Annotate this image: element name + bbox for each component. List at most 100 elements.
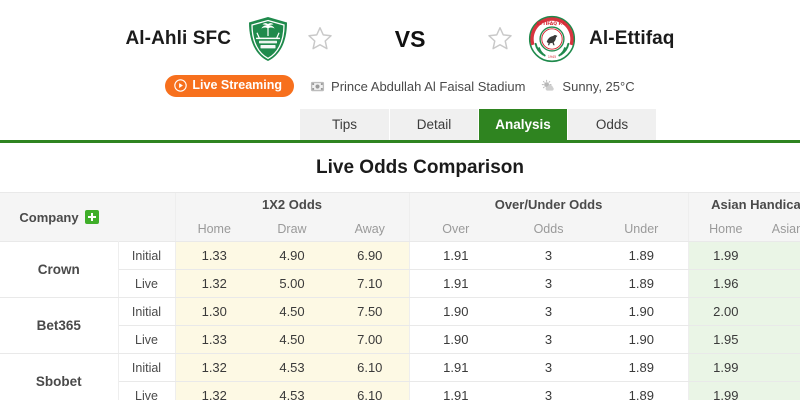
odds-over: 1.91 [408, 269, 503, 298]
period-header [118, 192, 175, 242]
tab-analysis[interactable]: Analysis [478, 109, 567, 140]
period-label: Initial [118, 297, 176, 326]
odds-ah-home: 1.95 [687, 325, 764, 354]
subheader-1x2-home: Home [174, 216, 253, 242]
add-company-icon[interactable] [84, 210, 99, 224]
table-row[interactable]: Crown Initial 1.33 4.90 6.90 1.91 3 1.89… [0, 241, 800, 298]
odds-under: 1.89 [595, 241, 689, 270]
odds-draw: 4.53 [253, 353, 331, 382]
odds-ou-line: 3 [502, 241, 596, 270]
subheader-1x2-draw: Draw [253, 216, 331, 242]
svg-text:1945: 1945 [548, 55, 556, 59]
table-row[interactable]: Live 1.32 4.53 6.10 1.91 3 1.89 1.99 1.5 [0, 381, 800, 400]
odds-under: 1.89 [595, 381, 689, 400]
tab-detail[interactable]: Detail [389, 109, 478, 140]
odds-away: 6.10 [331, 353, 410, 382]
odds-ah-line: 1.5 [763, 241, 800, 270]
sunny-cloud-icon [541, 79, 556, 94]
subheader-ah-line: Asian Handicap [763, 216, 800, 242]
star-outline-icon[interactable] [485, 24, 515, 54]
odds-under: 1.90 [595, 325, 689, 354]
vs-label: VS [394, 25, 426, 52]
star-outline-icon[interactable] [305, 24, 335, 54]
odds-over: 1.90 [408, 325, 503, 354]
odds-ou-line: 3 [502, 297, 596, 326]
odds-away: 6.10 [331, 381, 410, 400]
table-row[interactable]: Sbobet Initial 1.32 4.53 6.10 1.91 3 1.8… [0, 353, 800, 400]
sub-header-row: Home Draw Away Over Odds Under Home Asia… [0, 216, 800, 242]
odds-home: 1.32 [174, 353, 253, 382]
match-header: Al-Ahli SFC [0, 0, 800, 143]
odds-under: 1.89 [595, 269, 689, 298]
live-streaming-label: Live Streaming [192, 78, 283, 93]
odds-ah-line: 1.5 [763, 353, 800, 382]
odds-ah-home: 1.99 [687, 241, 764, 270]
teams-row: Al-Ahli SFC [0, 10, 800, 68]
stadium-icon [310, 79, 325, 94]
al-ahli-shield-logo [243, 13, 293, 65]
odds-ou-line: 3 [502, 269, 596, 298]
play-circle-icon [174, 79, 188, 92]
odds-away: 7.10 [331, 269, 410, 298]
odds-under: 1.89 [595, 353, 689, 382]
live-odds-comparison-table: Company 1X2 Odds Over/Under Odds Asian H… [0, 192, 800, 400]
al-ettifaq-crest-logo: ETTIFAQ F.C. 1945 [527, 13, 577, 65]
odds-over: 1.91 [408, 241, 503, 270]
subheader-ah-home: Home [687, 216, 764, 242]
away-team-name: Al-Ettifaq [589, 28, 675, 49]
tab-tips[interactable]: Tips [300, 109, 389, 140]
subheader-over: Over [408, 216, 503, 242]
odds-draw: 4.50 [253, 297, 331, 326]
table-row[interactable]: Live 1.33 4.50 7.00 1.90 3 1.90 1.95 1.5 [0, 325, 800, 354]
odds-over: 1.90 [408, 297, 503, 326]
odds-over: 1.91 [408, 353, 503, 382]
group-header-row: Company 1X2 Odds Over/Under Odds Asian H… [0, 192, 800, 242]
period-label: Initial [118, 353, 176, 382]
subheader-ou-odds: Odds [502, 216, 596, 242]
period-label: Live [118, 325, 176, 354]
subheader-1x2-away: Away [331, 216, 410, 242]
company-crown[interactable]: Crown [0, 241, 119, 298]
odds-home: 1.32 [174, 269, 253, 298]
company-header[interactable]: Company [0, 192, 118, 242]
odds-draw: 4.90 [253, 241, 331, 270]
stadium-info: Prince Abdullah Al Faisal Stadium [310, 79, 525, 94]
odds-draw: 4.53 [253, 381, 331, 400]
stadium-name: Prince Abdullah Al Faisal Stadium [331, 78, 526, 94]
odds-home: 1.30 [174, 297, 253, 326]
company-bet365[interactable]: Bet365 [0, 297, 119, 354]
odds-ou-line: 3 [502, 381, 596, 400]
odds-ah-home: 1.96 [687, 269, 764, 298]
group-header-1x2: 1X2 Odds [174, 192, 410, 217]
odds-draw: 4.50 [253, 325, 331, 354]
odds-ah-line: 1.5 [763, 381, 800, 400]
odds-ou-line: 3 [502, 325, 596, 354]
weather-info: Sunny, 25°C [541, 78, 635, 94]
svg-text:ETTIFAQ F.C.: ETTIFAQ F.C. [537, 21, 568, 27]
period-label: Initial [118, 241, 176, 270]
odds-ou-line: 3 [502, 353, 596, 382]
odds-home: 1.32 [174, 381, 253, 400]
odds-ah-home: 2.00 [687, 297, 764, 326]
table-head: Company 1X2 Odds Over/Under Odds Asian H… [0, 192, 800, 242]
away-team-block[interactable]: ETTIFAQ F.C. 1945 Al-Ettifaq [485, 13, 674, 65]
table-row[interactable]: Live 1.32 5.00 7.10 1.91 3 1.89 1.96 1.5 [0, 269, 800, 298]
odds-draw: 5.00 [253, 269, 331, 298]
page-title: Live Odds Comparison [316, 157, 524, 178]
period-label: Live [118, 381, 176, 400]
company-header-label: Company [19, 209, 79, 225]
table-row[interactable]: Bet365 Initial 1.30 4.50 7.50 1.90 3 1.9… [0, 297, 800, 354]
odds-away: 6.90 [331, 241, 410, 270]
tab-odds[interactable]: Odds [567, 109, 656, 140]
home-team-name: Al-Ahli SFC [125, 28, 232, 49]
company-sbobet[interactable]: Sbobet [0, 353, 119, 400]
home-team-block[interactable]: Al-Ahli SFC [125, 13, 335, 65]
live-streaming-button[interactable]: Live Streaming [165, 75, 295, 97]
odds-ah-line: 1.5 [763, 297, 800, 326]
weather-text: Sunny, 25°C [562, 78, 635, 94]
match-info-row: Live Streaming Prince Abdullah Al Faisal… [0, 70, 800, 102]
group-header-over-under: Over/Under Odds [408, 192, 689, 217]
group-header-asian-handicap: Asian Handicap Odds [687, 192, 800, 217]
subheader-under: Under [595, 216, 689, 242]
odds-away: 7.00 [331, 325, 410, 354]
